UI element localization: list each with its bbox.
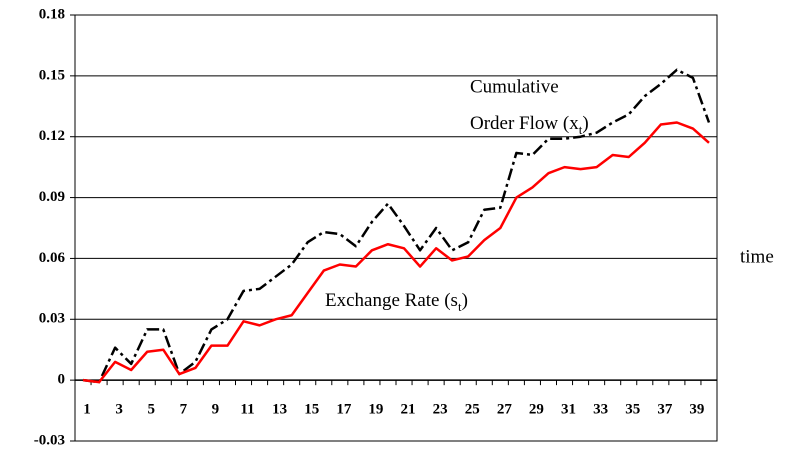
x-tick-label: 27 (497, 402, 513, 418)
x-tick-label: 37 (657, 402, 673, 418)
y-tick-label: -0.03 (34, 432, 65, 448)
y-tick-label: 0.12 (39, 128, 65, 144)
x-tick-label: 9 (212, 402, 220, 418)
y-tick-label: 0.06 (39, 250, 66, 266)
y-tick-label: 0.15 (39, 67, 65, 83)
x-tick-label: 25 (465, 402, 480, 418)
annotation: Order Flow (xt) (470, 113, 589, 137)
x-tick-label: 3 (115, 402, 123, 418)
x-tick-label: 19 (368, 402, 383, 418)
x-tick-label: 13 (272, 402, 287, 418)
series-line (82, 68, 711, 384)
annotation-tail: ) (582, 113, 588, 134)
x-tick-label: 29 (529, 402, 544, 418)
x-tick-label: 11 (240, 402, 254, 418)
annotation-text: Order Flow (x (470, 113, 579, 134)
plot-area (74, 14, 718, 442)
y-tick-label: 0.03 (39, 311, 65, 327)
x-tick-label: 7 (180, 402, 188, 418)
x-tick-label: 1 (83, 402, 91, 418)
annotation: Cumulative (470, 76, 559, 97)
x-tick-label: 33 (593, 402, 608, 418)
x-tick-label: 31 (561, 402, 576, 418)
x-tick-label: 15 (304, 402, 319, 418)
annotation-sub: t (458, 299, 462, 314)
x-tick-label: 39 (689, 402, 704, 418)
annotation-tail: ) (462, 290, 468, 311)
x-axis-label: time (740, 246, 774, 267)
x-tick-label: 17 (336, 402, 352, 418)
y-tick-label: 0 (58, 372, 66, 388)
annotation: Exchange Rate (st) (325, 290, 468, 314)
x-tick-label: 5 (147, 402, 155, 418)
x-tick-label: 21 (401, 402, 416, 418)
x-tick-label: 23 (433, 402, 448, 418)
series-line (82, 121, 710, 384)
y-tick-label: 0.09 (39, 189, 65, 205)
annotation-sub: t (579, 122, 583, 137)
annotation-text: Exchange Rate (s (325, 290, 458, 311)
x-tick-label: 35 (625, 402, 640, 418)
y-tick-label: 0.18 (39, 6, 65, 22)
